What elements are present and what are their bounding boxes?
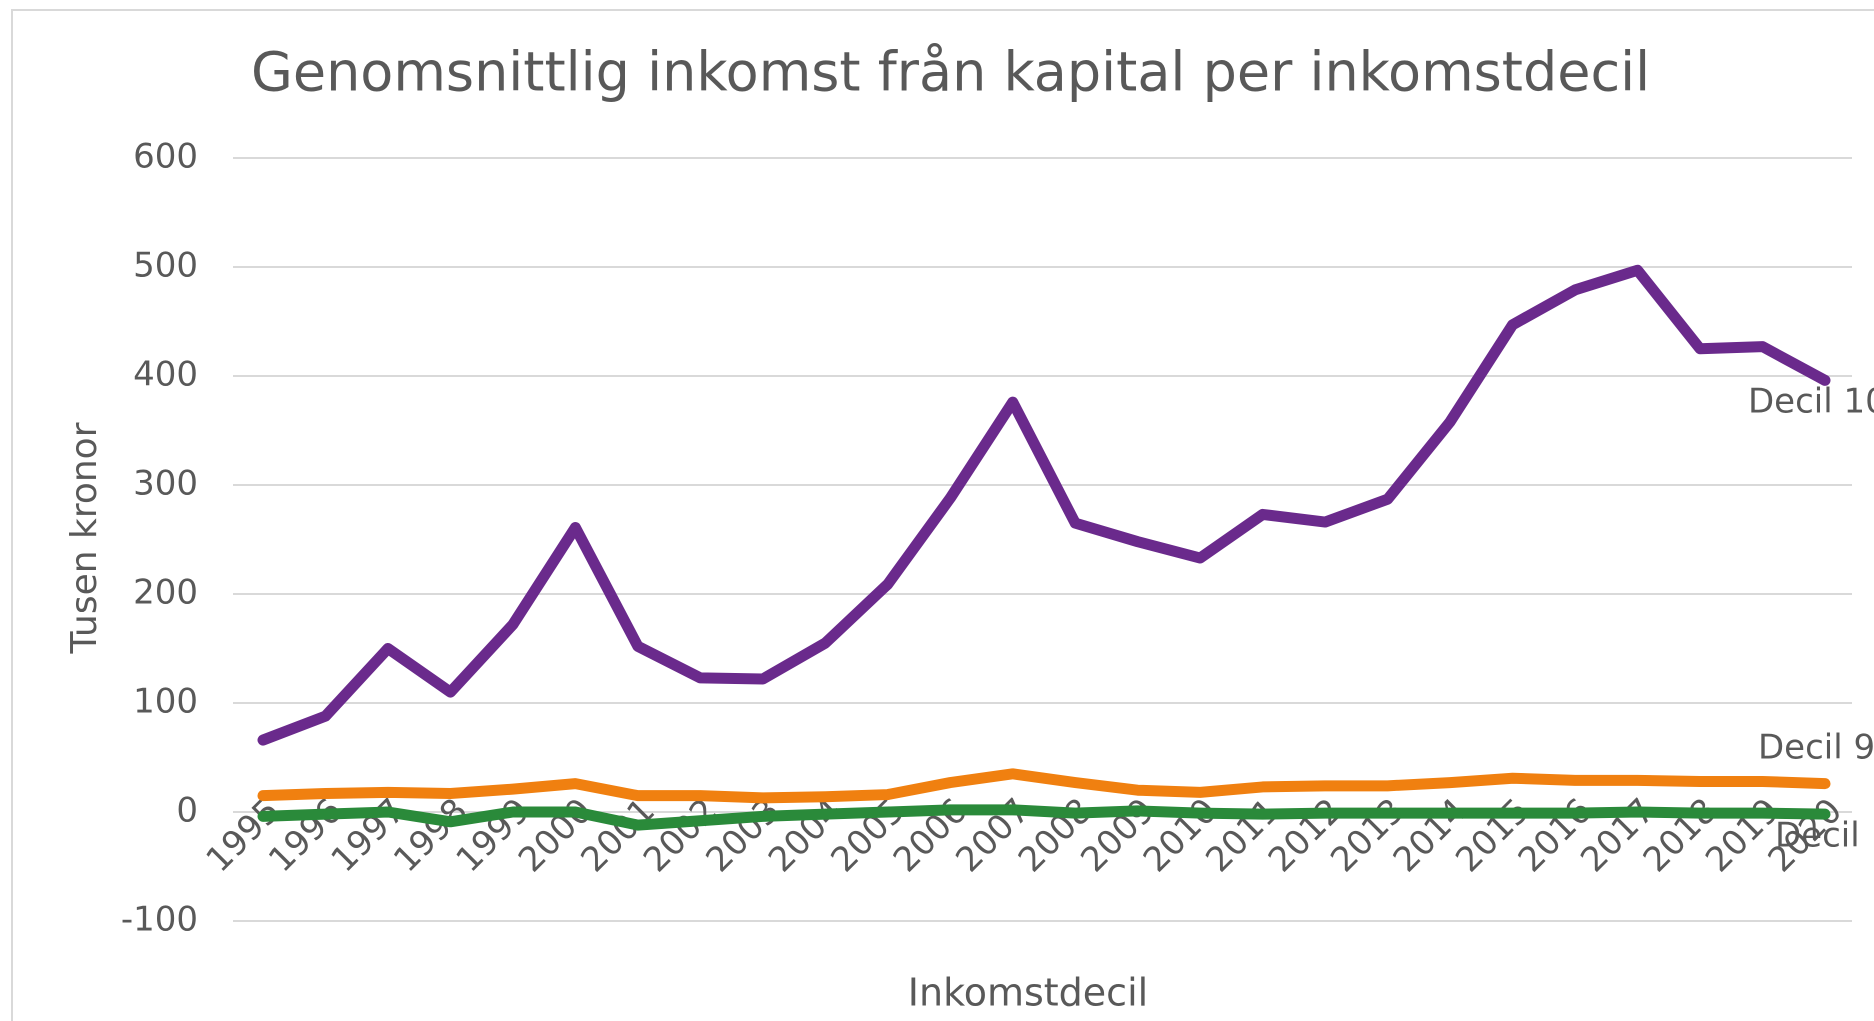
y-tick-label: 0	[176, 791, 198, 831]
y-tick-label: 600	[133, 137, 198, 177]
y-tick-label: 300	[133, 464, 198, 504]
y-tick-label: 100	[133, 682, 198, 722]
y-tick-label: -100	[121, 900, 198, 940]
y-tick-label: 200	[133, 573, 198, 613]
data-line	[257, 768, 1831, 804]
chart-title: Genomsnittlig inkomst från kapital per i…	[251, 41, 1650, 104]
series-label: Decil 9	[1758, 728, 1874, 768]
series-label: Decil 1	[1775, 816, 1874, 856]
y-axis-label: Tusen kronor	[64, 422, 105, 654]
data-line	[257, 804, 1831, 831]
x-axis-label: Inkomstdecil	[908, 971, 1148, 1015]
series-label: Decil 10	[1748, 382, 1874, 422]
y-tick-label: 400	[133, 355, 198, 395]
data-line	[257, 264, 1831, 746]
chart-border	[11, 9, 1874, 1021]
y-tick-label: 500	[133, 246, 198, 286]
